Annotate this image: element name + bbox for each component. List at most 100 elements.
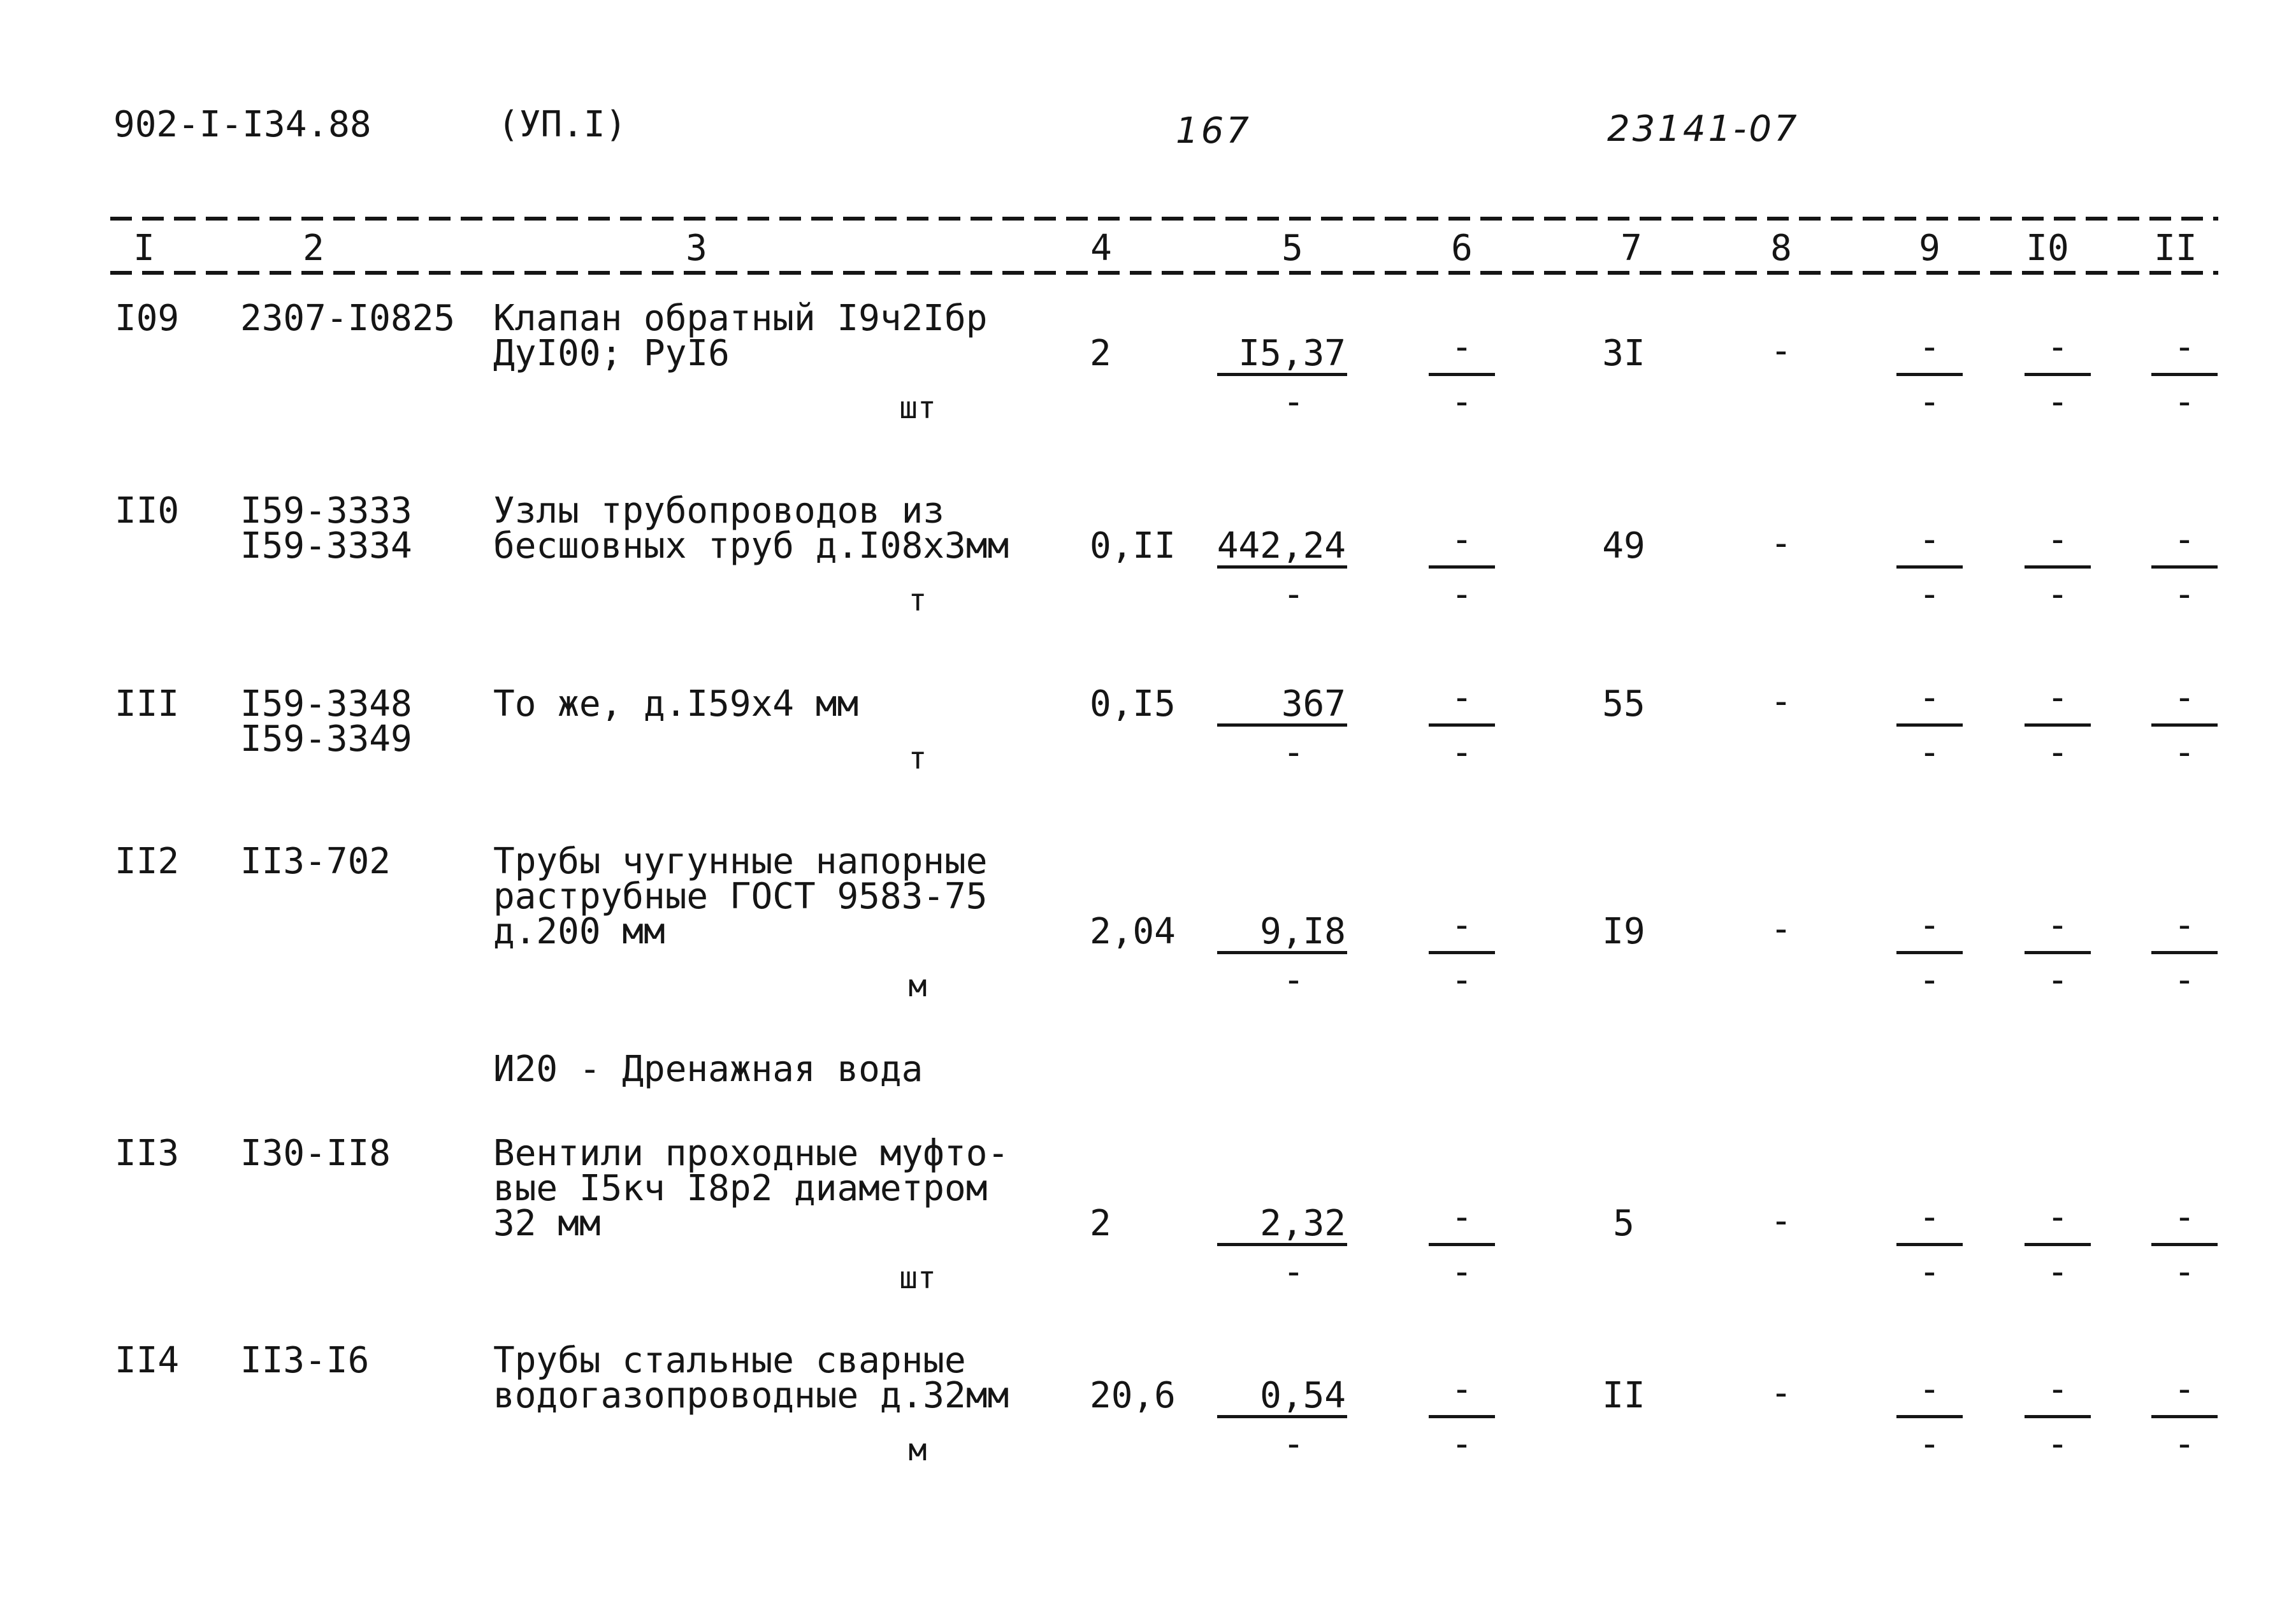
row-col10-top: - (2047, 904, 2069, 946)
col9-fraction-line (1896, 565, 1963, 569)
row-code: II3-702 (240, 841, 391, 882)
row-unit-price: I5,37 (1238, 333, 1346, 374)
row-col11-top: - (2174, 519, 2195, 560)
column-number-1: I (133, 228, 155, 269)
col6-fraction-line (1429, 723, 1495, 727)
row-description: д.200 мм (493, 911, 665, 952)
row-quantity: 2 (1090, 333, 1111, 374)
col11-fraction-line (2151, 1415, 2218, 1418)
row-col9-bottom: - (1919, 1251, 1940, 1293)
row-col6-top: - (1451, 1369, 1473, 1410)
row-col10-bottom: - (2047, 574, 2069, 615)
row-col8: - (1770, 1372, 1792, 1414)
archive-number: 23141-07 (1607, 108, 1800, 150)
row-col9-bottom: - (1919, 959, 1940, 1001)
row-description: 32 мм (493, 1203, 601, 1244)
row-col6-bottom: - (1451, 574, 1473, 615)
row-description: водогазопроводные д.32мм (493, 1375, 1009, 1416)
row-col11-top: - (2174, 677, 2195, 718)
col11-fraction-line (2151, 951, 2218, 954)
row-number: II0 (115, 490, 180, 532)
row-col6-bottom: - (1451, 732, 1473, 773)
row-col6-top: - (1451, 326, 1473, 368)
price-fraction-line (1217, 373, 1347, 376)
row-col5-bottom: - (1283, 381, 1304, 423)
row-unit: шт (899, 390, 936, 426)
row-col10-top: - (2047, 519, 2069, 560)
row-col11-top: - (2174, 1369, 2195, 1410)
row-col5-bottom: - (1283, 1251, 1304, 1293)
row-description: То же, д.I59х4 мм (493, 683, 859, 725)
row-unit: м (908, 968, 927, 1004)
row-quantity: 20,6 (1090, 1375, 1176, 1416)
row-col8: - (1770, 330, 1792, 372)
row-col7: 5 (1613, 1203, 1635, 1244)
row-code: 2307-I0825 (240, 298, 456, 339)
row-col6-bottom: - (1451, 1251, 1473, 1293)
row-col10-bottom: - (2047, 381, 2069, 423)
row-col7: II (1602, 1375, 1645, 1416)
column-number-10: I0 (2026, 228, 2069, 269)
header-top-rule (110, 217, 2218, 221)
row-col6-bottom: - (1451, 1423, 1473, 1465)
row-code: II3-I6 (240, 1340, 370, 1381)
row-col5-bottom: - (1283, 959, 1304, 1001)
row-col6-bottom: - (1451, 381, 1473, 423)
header-bottom-rule (110, 271, 2218, 275)
row-col9-top: - (1919, 1196, 1940, 1238)
row-col7: 3I (1602, 333, 1645, 374)
row-unit: шт (899, 1260, 936, 1296)
col11-fraction-line (2151, 1243, 2218, 1246)
row-col11-bottom: - (2174, 732, 2195, 773)
row-col11-bottom: - (2174, 381, 2195, 423)
col10-fraction-line (2025, 1415, 2091, 1418)
col9-fraction-line (1896, 723, 1963, 727)
col10-fraction-line (2025, 373, 2091, 376)
row-number: II2 (115, 841, 180, 882)
row-col9-top: - (1919, 326, 1940, 368)
col11-fraction-line (2151, 373, 2218, 376)
row-unit-price: 0,54 (1260, 1375, 1346, 1416)
row-unit-price: 442,24 (1217, 525, 1346, 567)
col9-fraction-line (1896, 373, 1963, 376)
col10-fraction-line (2025, 565, 2091, 569)
row-number: III (115, 683, 180, 725)
row-col9-bottom: - (1919, 574, 1940, 615)
row-col6-top: - (1451, 519, 1473, 560)
row-number: I09 (115, 298, 180, 339)
row-quantity: 0,I5 (1090, 683, 1176, 725)
row-col11-bottom: - (2174, 959, 2195, 1001)
row-description: Вентили проходные муфто- (493, 1133, 1009, 1174)
row-quantity: 2 (1090, 1203, 1111, 1244)
col11-fraction-line (2151, 565, 2218, 569)
price-fraction-line (1217, 1415, 1347, 1418)
column-number-2: 2 (303, 228, 324, 269)
row-col9-top: - (1919, 904, 1940, 946)
row-col9-bottom: - (1919, 1423, 1940, 1465)
row-col5-bottom: - (1283, 574, 1304, 615)
row-description: Узлы трубопроводов из (493, 490, 945, 532)
row-quantity: 2,04 (1090, 911, 1176, 952)
column-number-3: 3 (686, 228, 707, 269)
row-description: бесшовных труб д.I08х3мм (493, 525, 1009, 567)
column-number-11: II (2154, 228, 2197, 269)
row-col8: - (1770, 1200, 1792, 1242)
col6-fraction-line (1429, 951, 1495, 954)
price-fraction-line (1217, 1243, 1347, 1246)
row-description: ДуI00; РуI6 (493, 333, 730, 374)
row-unit-price: 2,32 (1260, 1203, 1346, 1244)
row-code: I59-3349 (240, 718, 412, 760)
row-col11-top: - (2174, 904, 2195, 946)
col10-fraction-line (2025, 1243, 2091, 1246)
row-code: I30-II8 (240, 1133, 391, 1174)
price-fraction-line (1217, 951, 1347, 954)
row-description: вые I5кч I8р2 диаметром (493, 1168, 988, 1209)
row-unit-price: 9,I8 (1260, 911, 1346, 952)
col9-fraction-line (1896, 1415, 1963, 1418)
row-col11-bottom: - (2174, 574, 2195, 615)
row-col10-bottom: - (2047, 1251, 2069, 1293)
row-col5-bottom: - (1283, 1423, 1304, 1465)
col10-fraction-line (2025, 723, 2091, 727)
row-unit: т (908, 583, 927, 618)
row-quantity: 0,II (1090, 525, 1176, 567)
